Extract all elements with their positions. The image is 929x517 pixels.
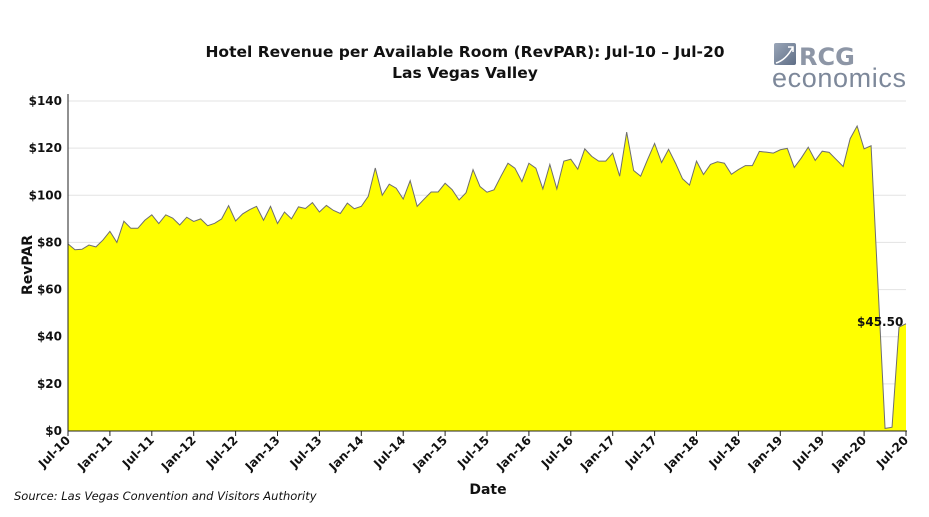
x-tick-label: Jul-11 (119, 433, 157, 471)
logo-rcg: RCG (799, 43, 855, 71)
logo-economics: economics (772, 63, 906, 93)
rcg-logo: RCG economics (772, 43, 906, 93)
source-note: Source: Las Vegas Convention and Visitor… (14, 489, 317, 503)
x-tick-label: Jul-15 (454, 433, 492, 471)
x-tick-label: Jul-14 (370, 433, 408, 471)
y-tick-label: $140 (29, 94, 62, 108)
x-tick-label: Jul-13 (286, 433, 324, 471)
x-tick-label: Jan-19 (745, 433, 786, 474)
y-axis-label: RevPAR (20, 235, 36, 295)
revpar-area (68, 125, 906, 432)
x-tick-label: Jan-15 (409, 433, 450, 474)
y-tick-label: $100 (29, 188, 62, 202)
y-tick-label: $120 (29, 141, 62, 155)
x-tick-label: Jan-18 (661, 433, 702, 474)
y-tick-label: $80 (37, 235, 62, 249)
annotation-label: $45.50 (857, 315, 903, 329)
x-tick-label: Jan-16 (493, 433, 534, 474)
x-tick-label: Jul-20 (873, 433, 911, 471)
chart-subtitle: Las Vegas Valley (392, 64, 538, 82)
y-tick-label: $20 (37, 377, 62, 391)
x-tick-label: Jul-16 (538, 433, 576, 471)
y-tick-label: $40 (37, 330, 62, 344)
x-tick-label: Jan-11 (74, 433, 115, 474)
revpar-line (67, 124, 907, 429)
x-tick-label: Jul-19 (789, 433, 827, 471)
x-tick-label: Jan-12 (158, 433, 199, 474)
x-tick-label: Jul-18 (705, 433, 743, 471)
x-tick-label: Jan-13 (242, 433, 283, 474)
x-tick-label: Jan-20 (828, 433, 869, 474)
y-tick-label: $0 (45, 424, 62, 438)
x-tick-label: Jan-14 (326, 433, 367, 474)
x-axis-label: Date (469, 482, 506, 498)
chart-title: Hotel Revenue per Available Room (RevPAR… (205, 43, 724, 61)
logo-arrow-icon (774, 43, 796, 65)
x-tick-label: Jul-17 (622, 433, 660, 471)
y-tick-label: $60 (37, 283, 62, 297)
x-tick-label: Jan-17 (577, 433, 618, 474)
x-tick-label: Jul-12 (203, 433, 241, 471)
x-tick-label: Jul-10 (35, 433, 73, 471)
